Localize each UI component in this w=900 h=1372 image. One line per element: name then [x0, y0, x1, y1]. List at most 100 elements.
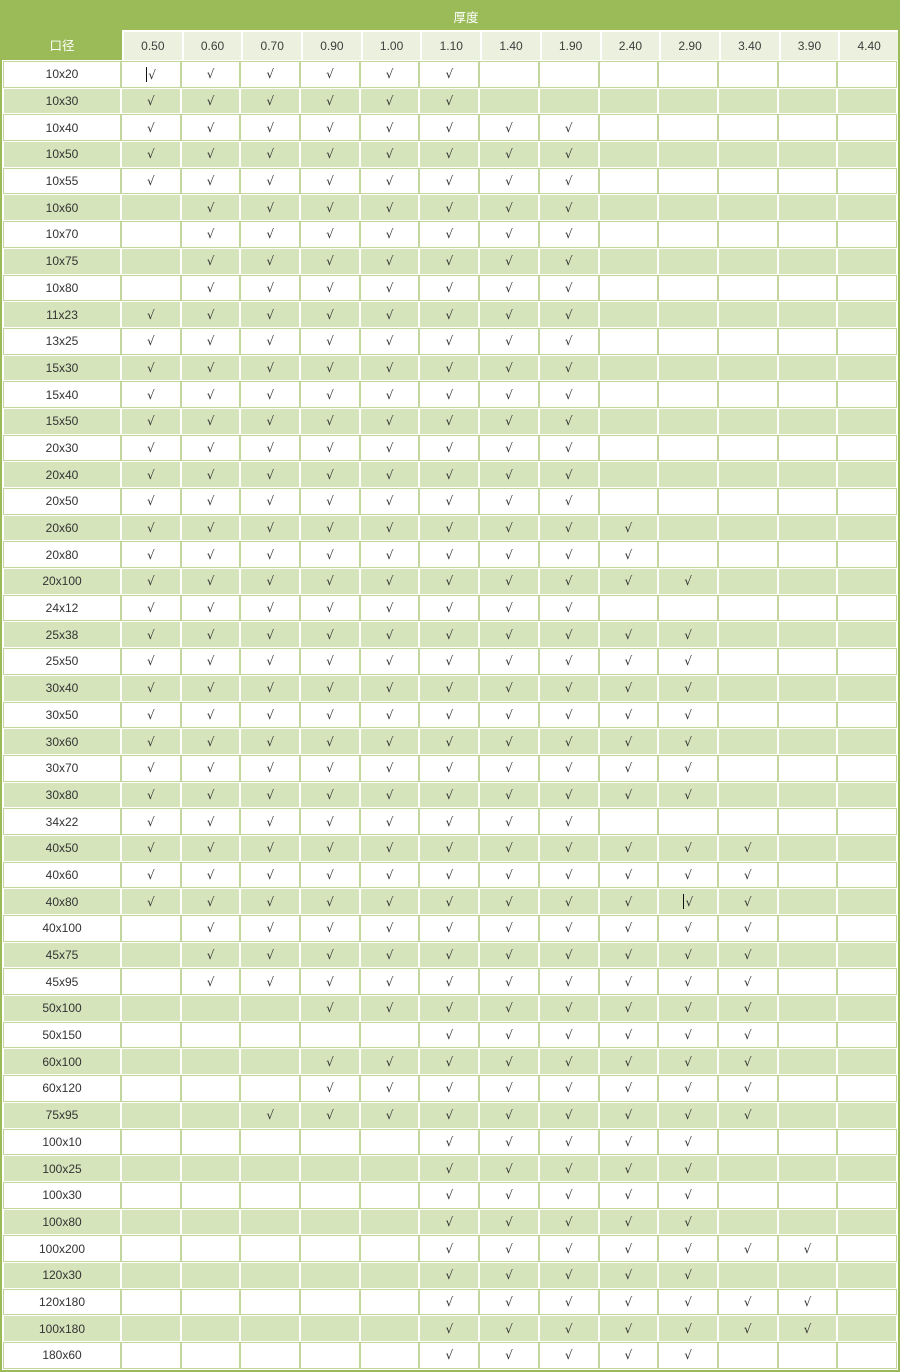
check-cell: √: [181, 248, 240, 274]
check-cell: √: [480, 1209, 538, 1235]
check-cell: [838, 675, 896, 701]
size-cell: 30x80: [4, 782, 120, 808]
check-cell: [599, 302, 658, 327]
check-cell: √: [180, 434, 241, 462]
table-row: 11x23 √ √ √ √ √ √ √ √: [4, 302, 896, 327]
check-cell: √: [659, 889, 717, 914]
size-cell: 50x100: [4, 996, 120, 1021]
check-cell: √: [122, 729, 180, 754]
check-cell: √: [538, 648, 599, 675]
check-cell: √: [599, 1209, 658, 1235]
size-cell: 15x40: [3, 381, 121, 408]
check-cell: √: [539, 729, 598, 754]
check-cell: √: [300, 167, 360, 195]
size-cell: 13x25: [3, 327, 121, 355]
check-cell: [122, 1102, 180, 1128]
check-cell: [181, 1102, 240, 1128]
check-cell: √: [122, 355, 180, 381]
size-cell: 24x12: [3, 594, 121, 622]
check-cell: √: [300, 968, 360, 996]
check-cell: √: [419, 1235, 480, 1262]
thickness-column-header: 1.10: [420, 30, 481, 60]
check-cell: [838, 782, 896, 808]
check-cell: √: [480, 195, 538, 221]
check-cell: √: [419, 488, 480, 515]
check-cell: √: [240, 167, 301, 195]
check-cell: [360, 1209, 419, 1235]
check-cell: √: [300, 808, 360, 835]
check-cell: [658, 594, 718, 622]
check-cell: √: [479, 541, 539, 569]
size-cell: 20x50: [3, 488, 121, 515]
thickness-column-header: 4.40: [838, 30, 898, 60]
check-cell: √: [360, 195, 419, 221]
check-cell: √: [420, 729, 479, 754]
check-cell: √: [598, 754, 659, 782]
check-cell: √: [480, 622, 538, 648]
check-cell: √: [359, 915, 420, 942]
check-cell: √: [420, 1102, 479, 1128]
check-cell: √: [539, 1102, 598, 1128]
thickness-column-header: 2.40: [599, 30, 660, 60]
check-cell: √: [180, 648, 241, 675]
check-cell: √: [598, 968, 659, 996]
check-cell: √: [538, 327, 599, 355]
check-cell: √: [419, 754, 480, 782]
table-row: 180x60 √ √ √ √ √: [3, 1342, 897, 1369]
check-cell: √: [360, 675, 419, 701]
check-cell: √: [241, 942, 300, 968]
check-cell: √: [420, 515, 479, 541]
check-cell: √: [240, 381, 301, 408]
check-cell: [539, 88, 598, 114]
size-thickness-table: 10x20 √ √ √ √ √ √ 10x30 √ √ √ √ √ √ 10x40 √ √ √ √ √ √ √ √ 10x50…: [2, 60, 898, 1370]
check-cell: [778, 782, 837, 808]
size-cell: 11x23: [4, 302, 120, 327]
check-cell: √: [360, 569, 419, 594]
check-cell: √: [480, 675, 538, 701]
check-cell: √: [539, 1316, 598, 1341]
check-cell: √: [538, 1288, 599, 1316]
check-cell: √: [300, 114, 360, 142]
size-cell: 75x95: [4, 1102, 120, 1128]
check-cell: √: [300, 1075, 360, 1102]
check-cell: √: [359, 754, 420, 782]
check-cell: √: [539, 675, 598, 701]
table-row: 10x50 √ √ √ √ √ √ √ √: [4, 142, 896, 167]
check-cell: √: [181, 88, 240, 114]
table-row: 60x100 √ √ √ √ √ √ √ √: [4, 1049, 896, 1075]
check-cell: √: [121, 327, 181, 355]
check-cell: [778, 355, 837, 381]
table-row: 10x40 √ √ √ √ √ √ √ √: [3, 114, 897, 142]
check-cell: √: [420, 889, 479, 914]
check-cell: √: [420, 622, 479, 648]
table-row: 25x38 √ √ √ √ √ √ √ √ √ √: [4, 622, 896, 648]
check-cell: √: [599, 1316, 658, 1341]
check-cell: √: [360, 1049, 419, 1075]
check-cell: [122, 1316, 180, 1341]
check-cell: [838, 1262, 896, 1288]
check-cell: √: [420, 569, 479, 594]
check-cell: √: [180, 114, 241, 142]
check-cell: √: [301, 355, 359, 381]
size-cell: 30x70: [3, 754, 121, 782]
check-cell: [122, 1049, 180, 1075]
check-cell: [599, 408, 658, 434]
check-cell: √: [480, 142, 538, 167]
check-cell: [598, 434, 659, 462]
check-cell: [121, 1128, 181, 1156]
check-cell: √: [480, 355, 538, 381]
thickness-column-header: 0.60: [181, 30, 242, 60]
size-cell: 120x180: [3, 1288, 121, 1316]
check-cell: √: [480, 1102, 538, 1128]
check-cell: √: [181, 889, 240, 914]
check-cell: [778, 675, 837, 701]
check-cell: √: [479, 701, 539, 729]
size-cell: 15x30: [4, 355, 120, 381]
check-cell: √: [181, 782, 240, 808]
check-cell: √: [181, 302, 240, 327]
size-cell: 45x75: [4, 942, 120, 968]
check-cell: √: [718, 1102, 777, 1128]
check-cell: √: [181, 675, 240, 701]
check-cell: [659, 302, 717, 327]
check-cell: [717, 1181, 778, 1209]
